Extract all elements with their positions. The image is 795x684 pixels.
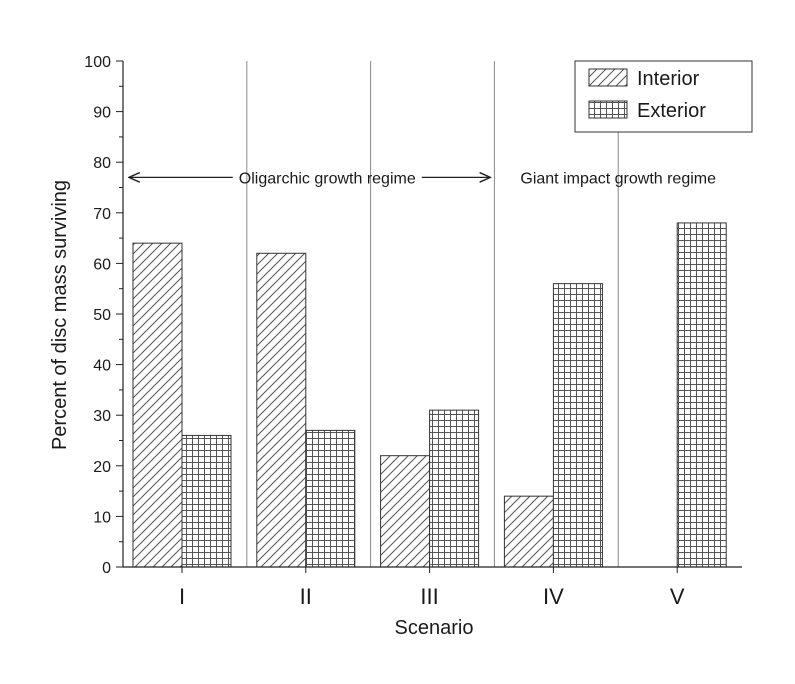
scenario-separators <box>246 61 619 567</box>
annotations-group: Oligarchic growth regime Giant impact gro… <box>129 170 716 187</box>
legend-label-exterior: Exterior <box>637 100 706 122</box>
bar-exterior-v <box>676 222 727 568</box>
bars-group <box>132 222 727 568</box>
annotation-giant-impact-label: Giant impact growth regime <box>520 170 716 187</box>
y-tick-label-20: 20 <box>93 459 111 476</box>
y-axis-title: Percent of disc mass surviving <box>49 180 71 450</box>
legend: Interior Exterior <box>574 60 753 133</box>
x-axis-title: Scenario <box>395 617 474 639</box>
bar-interior-iii <box>380 455 431 568</box>
legend-label-interior: Interior <box>637 68 700 90</box>
y-tick-label-30: 30 <box>93 408 111 425</box>
bar-exterior-i <box>181 434 232 568</box>
y-tick-label-10: 10 <box>93 509 111 526</box>
bar-interior-ii <box>256 252 307 568</box>
legend-frame <box>574 60 753 133</box>
bar-exterior-iv <box>552 283 603 568</box>
bar-exterior-ii <box>305 429 356 568</box>
x-tick-label-iii: III <box>420 584 438 609</box>
y-tick-label-40: 40 <box>93 358 111 375</box>
y-tick-label-100: 100 <box>84 54 111 71</box>
y-tick-label-80: 80 <box>93 155 111 172</box>
y-tick-label-90: 90 <box>93 105 111 122</box>
annotation-oligarchic-label: Oligarchic growth regime <box>239 170 416 187</box>
legend-swatch-exterior <box>588 100 628 119</box>
y-tick-label-0: 0 <box>102 560 111 577</box>
legend-swatch-interior <box>588 68 628 87</box>
y-axis: 0 10 20 30 40 50 60 70 80 90 100 <box>84 54 124 577</box>
x-tick-label-v: V <box>670 584 685 609</box>
x-axis: I II III IV V <box>123 566 742 609</box>
bar-exterior-iii <box>429 409 480 568</box>
x-tick-label-i: I <box>179 584 185 609</box>
y-tick-label-70: 70 <box>93 206 111 223</box>
bar-interior-iv <box>503 495 554 568</box>
bar-interior-i <box>132 242 183 568</box>
y-tick-label-60: 60 <box>93 256 111 273</box>
x-tick-label-ii: II <box>300 584 312 609</box>
y-tick-label-50: 50 <box>93 307 111 324</box>
x-tick-label-iv: IV <box>543 584 564 609</box>
